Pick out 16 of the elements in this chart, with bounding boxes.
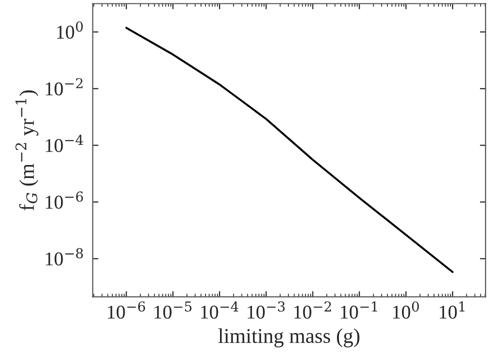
x-tick-label: 10$^{−6}$: [108, 301, 146, 319]
x-tick-label: 10$^{0}$: [393, 301, 419, 319]
x-tick-label: 10$^{1}$: [440, 301, 464, 319]
line-series: [125, 26, 454, 273]
y-tick-label: 10$^{0}$: [57, 21, 83, 39]
x-tick-label: 10$^{−5}$: [154, 302, 192, 319]
y-tick-label: 10$^{−4}$: [46, 134, 84, 152]
x-tick-label: 10$^{−2}$: [294, 301, 331, 319]
x-tick-label: 10$^{−1}$: [340, 301, 377, 319]
x-tick-label: 10$^{−4}$: [201, 301, 238, 319]
y-tick-label: 10$^{−8}$: [46, 248, 83, 266]
y-tick-label: 10$^{−6}$: [46, 191, 83, 209]
x-tick-label: 10$^{−3}$: [248, 301, 285, 319]
y-axis-title: f$_{G}$ (m$^{−2}$ yr$^{−1}$): [15, 90, 38, 210]
x-axis-title: limiting mass (g): [218, 328, 360, 348]
y-tick-label: 10$^{−2}$: [46, 78, 82, 96]
